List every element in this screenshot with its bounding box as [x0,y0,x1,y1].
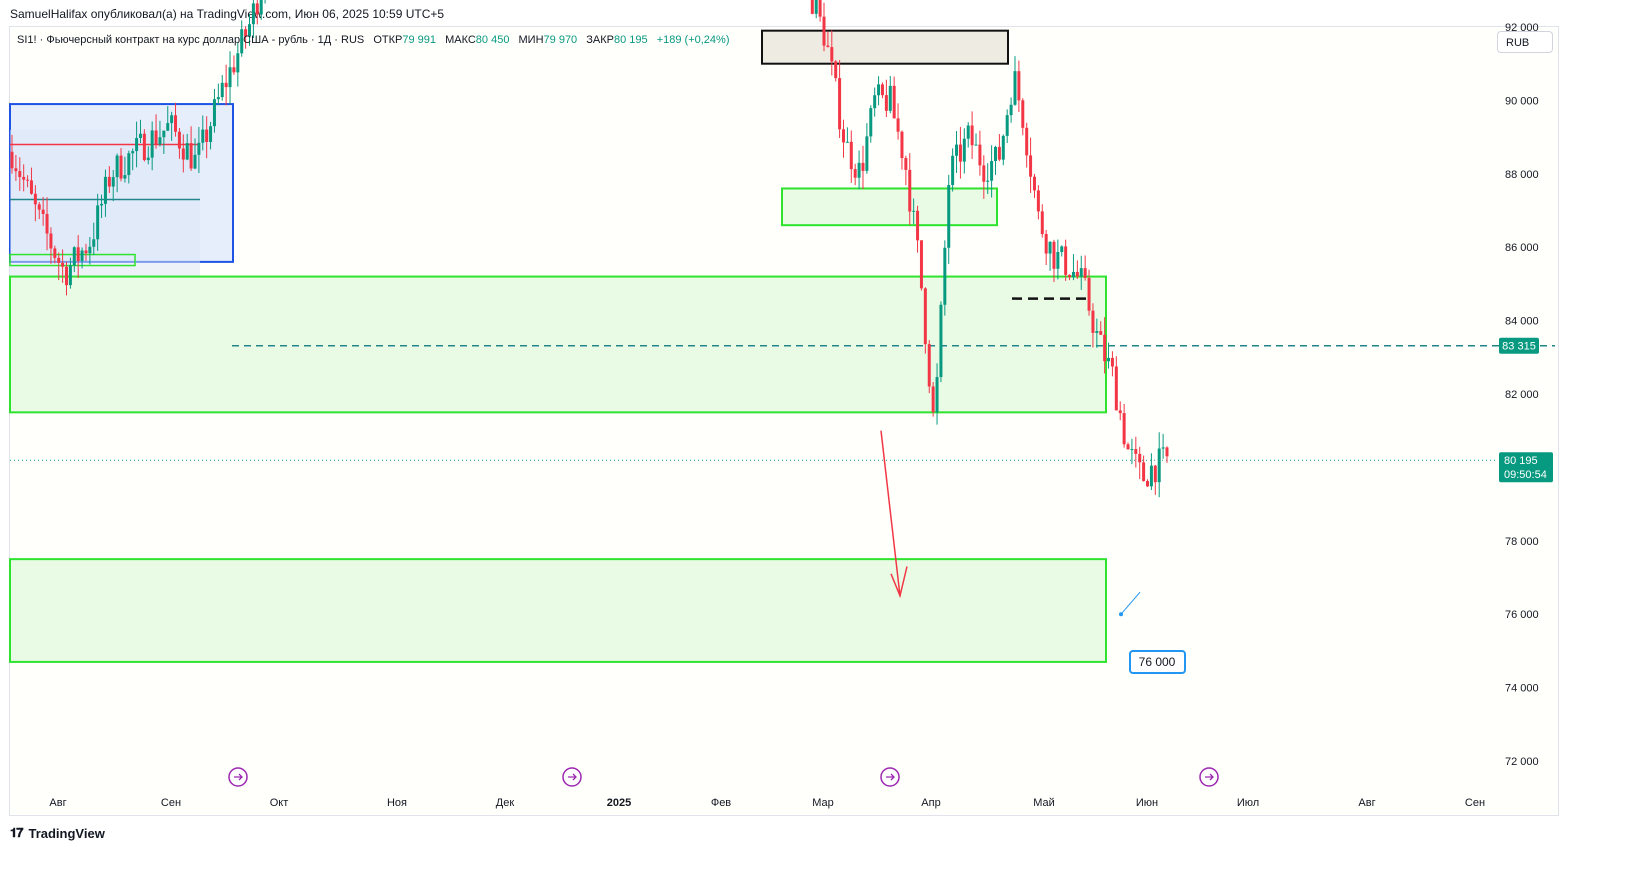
tradingview-logo-icon: 𝟏𝟕 [10,825,24,840]
high-label: МАКС [445,34,476,46]
change-value: +189 (+0,24%) [656,34,730,46]
footer: 𝟏𝟕 TradingView [10,825,105,841]
symbol-legend: SI1! · Фьючерсный контракт на курс долла… [17,34,729,46]
publisher-header: SamuelHalifax опубликовал(а) на TradingV… [10,7,445,21]
close-label: ЗАКР [586,34,614,46]
candle [814,0,818,19]
high-value: 80 450 [475,34,510,46]
symbol-title: SI1! · Фьючерсный контракт на курс долла… [17,34,365,46]
footer-brand: TradingView [28,825,105,841]
candle-body [818,0,822,17]
open-value: 79 991 [402,34,436,46]
low-label: МИН [518,34,544,46]
candle-body [814,0,818,14]
close-value: 80 195 [613,34,648,46]
open-label: ОТКР [373,34,403,46]
candle [818,0,822,22]
candle [810,0,814,15]
candle-body [810,0,814,14]
currency-button[interactable]: RUB [1497,31,1553,53]
chart-frame[interactable] [9,26,1559,816]
candle [264,0,266,4]
low-value: 79 970 [543,34,578,46]
